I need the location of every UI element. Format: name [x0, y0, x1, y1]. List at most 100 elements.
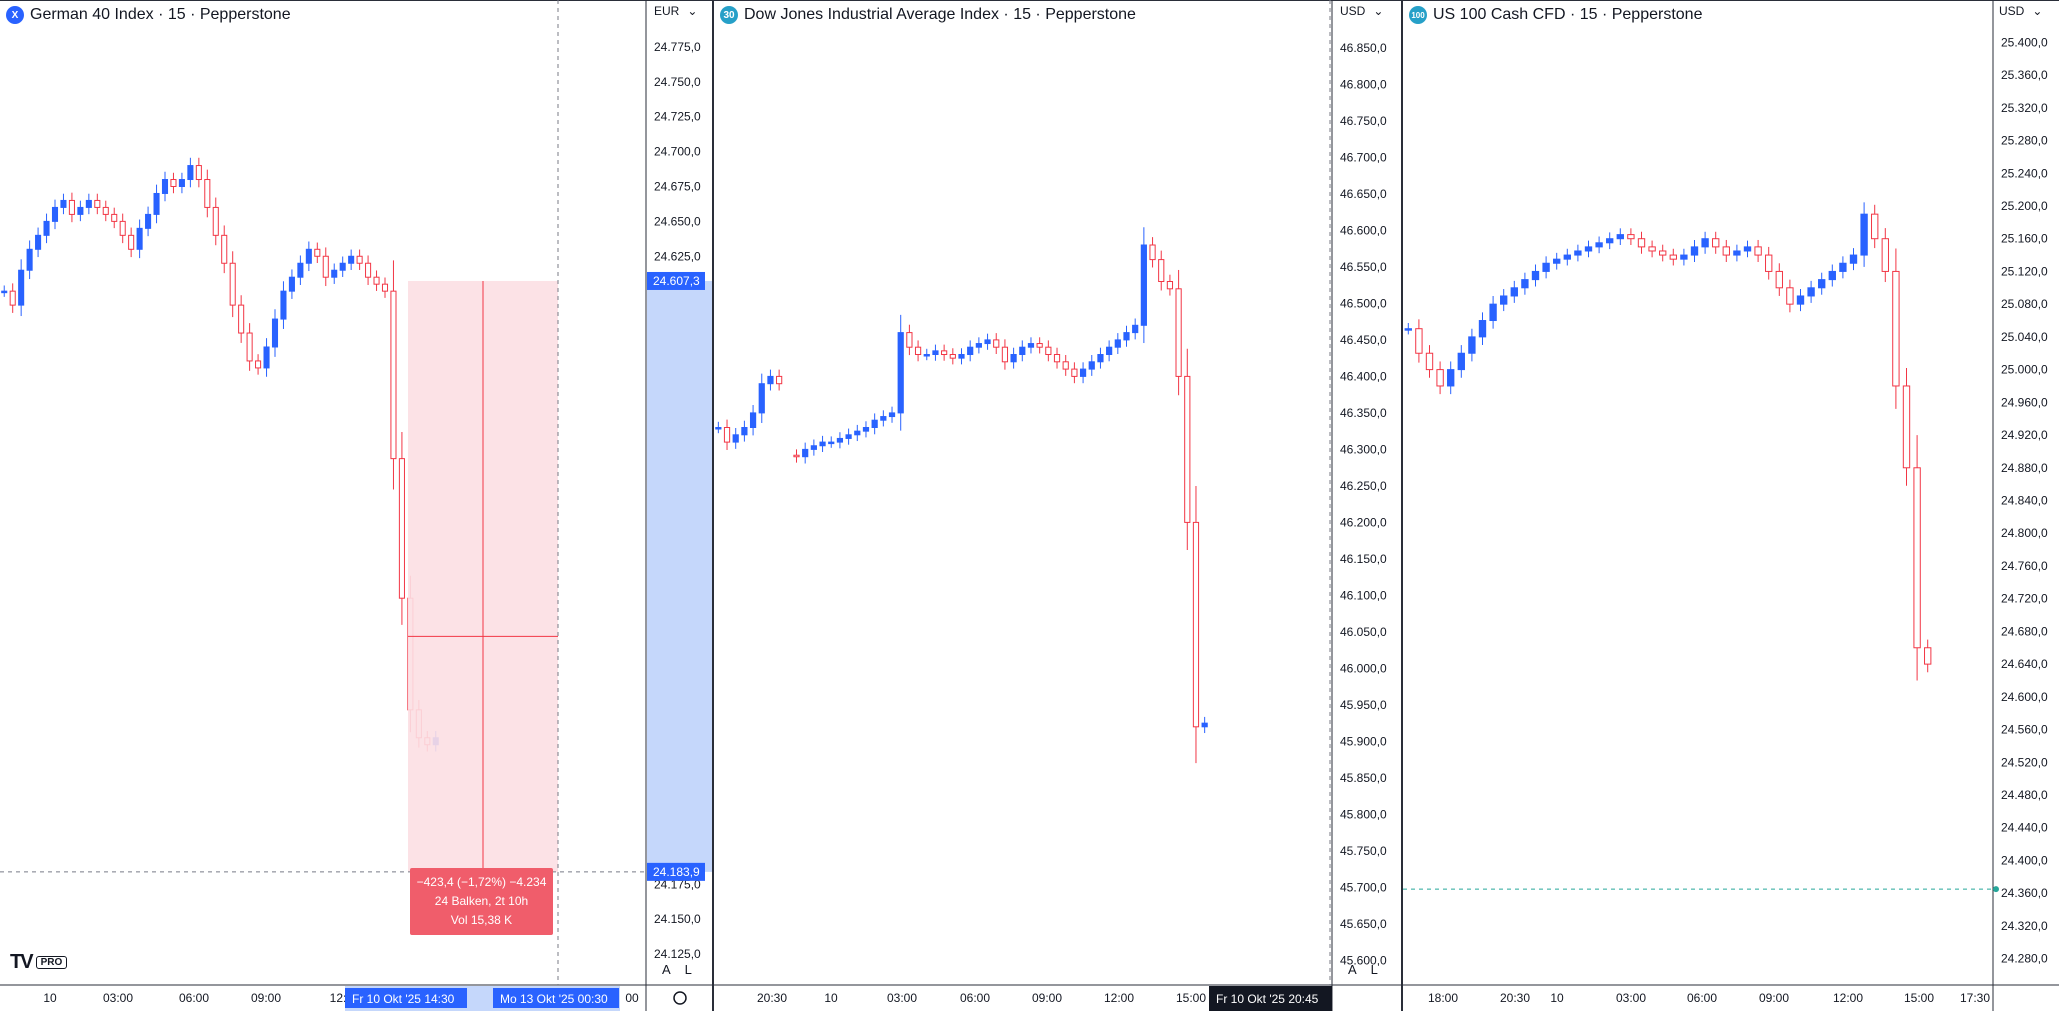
price-tick-label: 45.600,0	[1340, 953, 1387, 967]
candle-body	[1849, 254, 1858, 264]
candle-body	[1184, 375, 1191, 523]
price-tick-label: 46.600,0	[1340, 223, 1387, 237]
dax-currency-select[interactable]: EUR ⌄	[654, 4, 697, 18]
candle-body	[1680, 254, 1688, 260]
measure-line-3: Vol 15,38 K	[450, 913, 513, 927]
price-tick-label: 46.400,0	[1340, 369, 1387, 383]
price-tick-label: 46.200,0	[1340, 515, 1387, 529]
chart-panel-nas[interactable]: 25.400,0 25.360,0 25.320,0 25.280,0 25.240,0…	[1403, 0, 2059, 1011]
candle-body	[1062, 361, 1069, 370]
candle-body	[1192, 521, 1200, 728]
price-tick-label: 24.750,0	[654, 75, 701, 89]
candle-body	[263, 346, 270, 369]
candle-body	[897, 332, 904, 414]
candle-body	[1606, 238, 1614, 244]
candle-body	[229, 262, 236, 306]
dji-chart-svg[interactable]: 46.850,0 46.800,0 46.750,0 46.700,0 46.650,0…	[714, 0, 1402, 1011]
candle-body	[297, 262, 304, 278]
price-tick-label: 45.950,0	[1340, 698, 1387, 712]
price-tick-label: 24.560,0	[2001, 723, 2048, 737]
price-tick-label: 24.625,0	[654, 249, 701, 263]
candle-body	[195, 165, 202, 181]
candle-body	[1839, 262, 1847, 272]
candle-body	[1478, 320, 1487, 338]
candle-body	[1500, 295, 1508, 305]
candle-body	[77, 206, 84, 215]
candle-body	[1045, 346, 1052, 356]
candle-body	[1201, 722, 1208, 728]
candle-body	[1584, 246, 1593, 252]
candle-body	[1553, 258, 1561, 264]
candle-body	[1892, 270, 1900, 387]
candle-body	[1722, 246, 1730, 256]
time-tick-label: 09:00	[1759, 991, 1789, 1005]
dax-legend: X German 40 Index · 15 · Pepperstone	[6, 6, 291, 24]
candle-body	[204, 179, 211, 208]
price-tick-label: 24.775,0	[654, 40, 701, 54]
dax-scale-buttons: A L	[662, 962, 692, 977]
candle-body	[1627, 234, 1635, 240]
candle-body	[1743, 246, 1752, 252]
candle-body	[314, 248, 321, 257]
candle-body	[238, 304, 245, 334]
candle-body	[331, 269, 338, 278]
candle-body	[9, 290, 16, 306]
dax-log-scale-button[interactable]: L	[684, 962, 692, 977]
candle-body	[1807, 287, 1815, 297]
candle-body	[741, 427, 748, 436]
candle-body	[793, 454, 800, 458]
time-tick-label: 00	[625, 991, 639, 1005]
dji-log-scale-button[interactable]: L	[1370, 962, 1378, 977]
dji-auto-scale-button[interactable]: A	[1348, 962, 1357, 977]
price-tick-label: 24.725,0	[654, 110, 701, 124]
highlight-price-label-bg	[647, 271, 705, 290]
candle-body	[1595, 242, 1603, 248]
price-tick-label: 24.880,0	[2001, 461, 2048, 475]
dax-auto-scale-button[interactable]: A	[662, 962, 671, 977]
time-highlight-label: Fr 10 Okt '25 20:45	[1216, 992, 1319, 1006]
candle-body	[18, 269, 25, 306]
candle-body	[1542, 262, 1550, 272]
nas-chart-svg[interactable]: 25.400,0 25.360,0 25.320,0 25.280,0 25.240,0…	[1403, 0, 2059, 1011]
time-label-2-bg	[493, 988, 619, 1008]
price-tick-label: 46.050,0	[1340, 625, 1387, 639]
price-tick-label: 24.400,0	[2001, 853, 2048, 867]
candle-body	[1902, 385, 1911, 469]
price-tick-label: 24.520,0	[2001, 755, 2048, 769]
candle-body	[170, 179, 177, 187]
price-tick-label: 25.320,0	[2001, 101, 2048, 115]
candle-body	[993, 339, 1000, 348]
candle-body	[1913, 467, 1921, 649]
time-tick-label: 09:00	[251, 991, 281, 1005]
candle-body	[365, 262, 372, 278]
price-tick-label: 24.360,0	[2001, 886, 2048, 900]
time-tick-label: 10	[824, 991, 838, 1005]
chart-panel-dji[interactable]: 46.850,0 46.800,0 46.750,0 46.700,0 46.650,0…	[714, 0, 1402, 1011]
price-tick-label: 24.280,0	[2001, 952, 2048, 966]
current-price-label-bg	[647, 862, 705, 881]
dji-currency-select[interactable]: USD ⌄	[1340, 4, 1383, 18]
candle-body	[381, 283, 389, 292]
pro-badge: PRO	[35, 956, 68, 969]
price-tick-label: 24.480,0	[2001, 788, 2048, 802]
candle-body	[723, 427, 731, 443]
tradingview-logo[interactable]: TV PRO	[10, 951, 68, 974]
candle-body	[975, 343, 982, 348]
chart-panel-dax[interactable]: 24.775,0 24.750,0 24.725,0 24.700,0 24.675,0…	[0, 0, 713, 1011]
price-tick-label: 45.850,0	[1340, 771, 1387, 785]
panel-divider[interactable]	[712, 0, 714, 1011]
dax-chart-svg[interactable]: 24.775,0 24.750,0 24.725,0 24.700,0 24.675,0…	[0, 0, 713, 1011]
candle-body	[1818, 279, 1826, 289]
candle-body	[1436, 369, 1444, 387]
candle-body	[145, 213, 152, 229]
candle-body	[836, 437, 844, 443]
candle-body	[949, 354, 956, 359]
dax-title: German 40 Index · 15 · Pepperstone	[30, 6, 291, 23]
candle-body	[1457, 352, 1465, 371]
candle-body	[984, 339, 991, 345]
nas-currency-select[interactable]: USD ⌄	[1999, 4, 2042, 18]
candle-body	[398, 458, 405, 599]
candle-body	[1871, 213, 1879, 240]
panel-divider[interactable]	[1401, 0, 1403, 1011]
price-tick-label: 46.800,0	[1340, 77, 1387, 91]
